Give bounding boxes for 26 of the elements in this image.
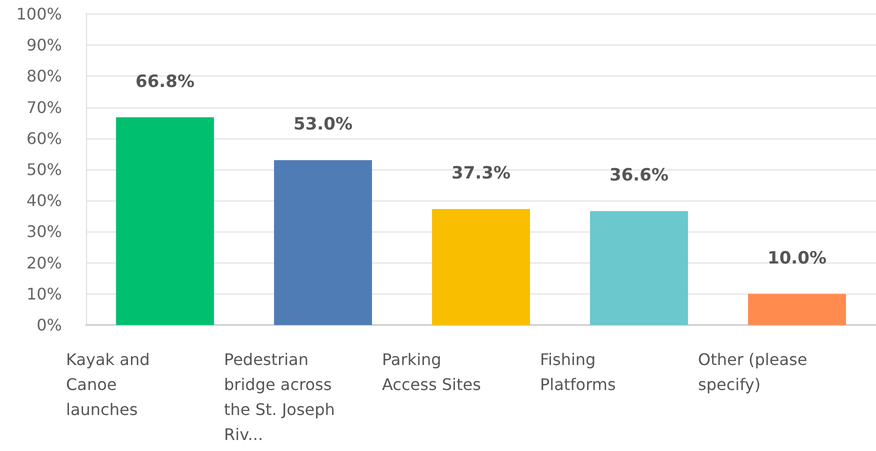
x-tick-label: Other (please specify) [698, 350, 812, 394]
x-tick-label: Fishing Platforms [540, 350, 616, 394]
y-tick-label: 30% [26, 222, 62, 242]
data-label: 66.8% [136, 72, 194, 92]
y-tick-label: 90% [26, 36, 62, 55]
y-tick-label: 0% [36, 316, 62, 334]
y-tick-label: 20% [26, 253, 62, 272]
data-label: 36.6% [610, 166, 668, 186]
bar [748, 294, 846, 325]
y-tick-label: 40% [26, 191, 62, 210]
x-tick-label: Kayak and Canoe launches [66, 350, 155, 419]
y-tick-label: 10% [26, 284, 62, 304]
data-label: 10.0% [768, 248, 826, 268]
bar [432, 208, 530, 325]
bar [274, 160, 372, 325]
y-tick-label: 100% [16, 4, 62, 24]
x-tick-label: Pedestrian bridge across the St. Joseph Riv... [224, 350, 340, 444]
bar [116, 117, 214, 325]
data-label: 37.3% [452, 163, 510, 184]
bar [590, 211, 688, 325]
y-tick-label: 50% [26, 160, 62, 179]
y-tick-label: 60% [26, 128, 62, 148]
data-label: 53.0% [294, 114, 352, 135]
y-tick-label: 80% [26, 66, 62, 86]
x-tick-label: Parking Access Sites [382, 350, 481, 394]
y-tick-label: 70% [26, 98, 62, 117]
